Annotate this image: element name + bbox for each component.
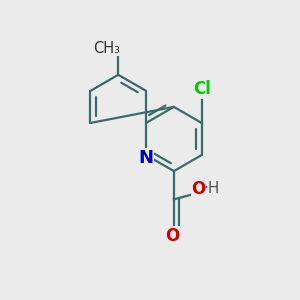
Text: O: O <box>165 227 179 245</box>
Text: O: O <box>191 180 206 198</box>
Text: ·H: ·H <box>203 182 220 196</box>
Text: Cl: Cl <box>193 80 211 98</box>
Text: CH₃: CH₃ <box>93 40 120 56</box>
Text: N: N <box>139 149 154 167</box>
